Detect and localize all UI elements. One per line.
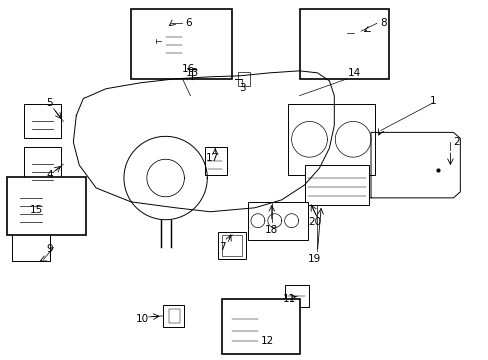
Text: 10: 10 (136, 314, 149, 324)
Text: 12: 12 (261, 336, 274, 346)
Bar (287, 104, 374, 175)
Bar (24, 104, 61, 138)
Bar (163, 305, 184, 327)
Text: 16: 16 (182, 64, 195, 74)
Text: 7: 7 (219, 243, 225, 252)
Text: 3: 3 (238, 83, 245, 93)
Bar (247, 202, 307, 239)
Bar (218, 231, 245, 260)
Text: 13: 13 (185, 68, 199, 78)
Text: 17: 17 (205, 153, 219, 163)
Bar (222, 299, 299, 354)
Text: 4: 4 (46, 170, 53, 180)
Bar (222, 235, 242, 256)
Text: 5: 5 (46, 98, 53, 108)
Text: 2: 2 (452, 137, 459, 147)
Bar (131, 9, 232, 79)
Bar (337, 49, 345, 59)
Bar (12, 234, 49, 261)
Text: 6: 6 (185, 18, 191, 28)
Bar (163, 23, 190, 63)
Bar (284, 285, 309, 307)
Bar (238, 72, 249, 86)
Bar (168, 309, 180, 323)
Bar (7, 177, 86, 235)
Text: 1: 1 (429, 96, 436, 105)
Text: 20: 20 (307, 217, 320, 227)
Text: 18: 18 (264, 225, 278, 235)
Text: 15: 15 (30, 205, 43, 215)
Text: 9: 9 (46, 244, 53, 255)
Text: 19: 19 (307, 255, 321, 264)
Bar (12, 182, 49, 230)
Bar (304, 165, 368, 205)
Bar (228, 305, 263, 349)
Text: 14: 14 (347, 68, 360, 78)
Bar (24, 147, 61, 182)
Bar (205, 147, 226, 175)
Text: 8: 8 (380, 18, 386, 28)
Bar (299, 9, 388, 79)
Bar (334, 25, 358, 63)
Text: 11: 11 (283, 294, 296, 304)
